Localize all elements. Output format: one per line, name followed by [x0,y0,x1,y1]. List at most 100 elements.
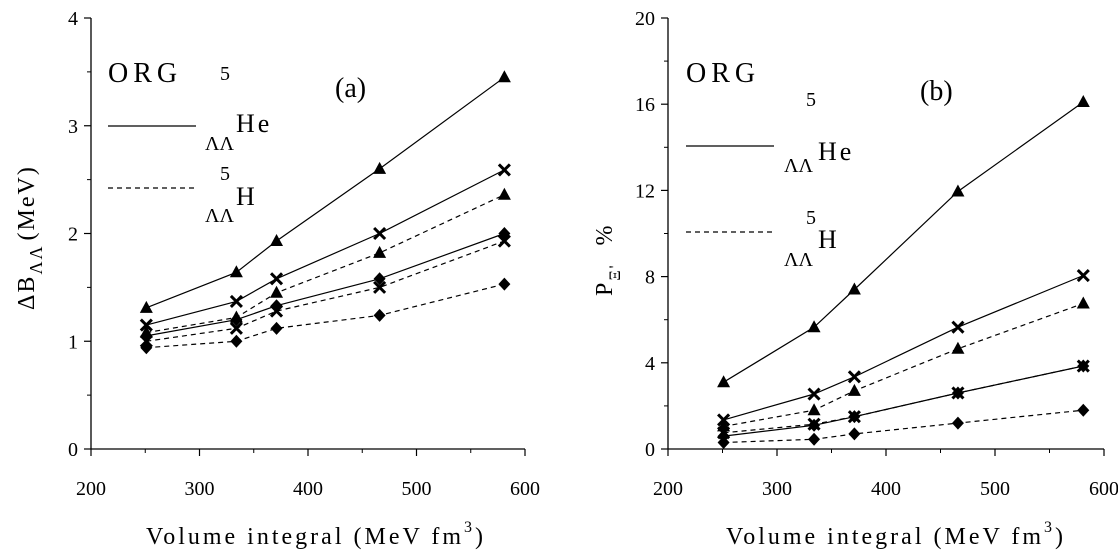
panel-b-model-label: ORG [686,58,760,89]
triangle-marker [139,325,153,338]
cross-marker [807,417,821,431]
x-tick-label: 300 [185,478,215,500]
panel-a-axes [84,17,526,456]
y-tick-label: 4 [645,353,655,375]
y-tick-label: 2 [68,224,78,246]
diamond-marker [140,341,153,355]
series-line-solid-diamond [146,232,505,337]
cross-marker [269,272,284,286]
chart-panel-b: 200 300 400 500 600 0 4 8 12 16 20 (b) ORG 5 ΛΛ He… [592,8,1118,550]
y-axis-title: ΔBΛΛ(MeV) [14,165,46,310]
series-line-solid-triangle [146,76,505,309]
panel-b-axes [661,17,1105,456]
y-tick-label: 3 [68,116,78,138]
legend-sup: 5 [220,63,230,85]
triangle-marker [1076,95,1090,108]
triangle-marker [373,245,387,258]
series-line-solid-triangle [723,101,1084,383]
y-tick-label: 20 [635,8,655,30]
triangle-marker [807,320,821,333]
panel-b-legend: 5 ΛΛ He 5 ΛΛ H [686,89,854,271]
y-tick-label: 12 [635,180,655,202]
diamond-marker [498,277,511,291]
x-tick-label: 600 [510,478,540,500]
x-tick-label: 400 [871,478,901,500]
y-tick-label: 1 [68,331,78,353]
panel-a-series [139,70,511,355]
y-tick-label: 16 [635,94,655,116]
triangle-marker [807,403,821,416]
series-line-dashed-cross [723,365,1084,434]
series-line-dashed-diamond [146,283,505,349]
y-axis-title: PΞ'% [592,223,624,296]
triangle-marker [373,161,387,174]
cross-marker [229,294,243,308]
triangle-marker [270,285,284,298]
diamond-marker [951,416,964,430]
series-line-dashed-triangle [146,194,505,334]
cross-marker [373,226,387,241]
x-tick-label: 200 [653,478,683,500]
legend-sub: ΛΛ [784,249,814,271]
cross-marker [807,387,821,401]
triangle-marker [717,375,731,388]
cross-marker [269,304,284,318]
triangle-marker [229,265,243,278]
cross-marker [847,370,861,384]
y-tick-label: 0 [68,439,78,461]
cross-marker [951,320,965,334]
panel-b-tag: (b) [920,76,953,107]
legend-sup: 5 [806,89,816,111]
legend-label-h: H [818,225,837,254]
series-line-dashed-diamond [723,409,1084,444]
series-line-solid-diamond [723,365,1084,437]
cross-marker [373,280,387,294]
triangle-marker [497,70,511,83]
triangle-marker [847,282,861,295]
cross-marker [717,426,731,440]
triangle-marker [229,310,243,323]
diamond-marker [808,432,821,446]
chart-panel-a: 200 300 400 500 600 0 1 2 3 4 (a) ORG 5 ΛΛ He 5 Λ… [14,8,540,550]
legend-sup: 5 [806,207,816,229]
triangle-marker [497,187,511,200]
x-tick-label: 600 [1089,478,1118,500]
series-line-dashed-triangle [723,302,1084,427]
y-tick-label: 8 [645,267,655,289]
y-tick-label: 0 [645,439,655,461]
diamond-marker [230,334,243,348]
cross-marker [497,163,511,177]
x-tick-label: 300 [762,478,792,500]
diamond-marker [717,436,730,450]
cross-marker [229,321,243,335]
triangle-marker [951,341,965,354]
diamond-marker [373,272,386,286]
cross-marker [1076,268,1090,283]
diamond-marker [373,308,386,322]
diamond-marker [848,427,861,441]
cross-marker [847,410,861,424]
x-tick-label: 500 [980,478,1010,500]
x-tick-label: 400 [293,478,323,500]
panel-a-legend: 5 ΛΛ He 5 ΛΛ H [108,63,269,227]
x-axis-title: Volume integral (MeV fm3) [146,519,486,550]
legend-label-he: He [818,137,854,166]
panel-a-tag: (a) [335,73,366,104]
x-axis-title: Volume integral (MeV fm3) [726,519,1066,550]
x-tick-label: 500 [402,478,432,500]
triangle-marker [270,234,284,247]
legend-label-h: H [236,182,255,211]
diamond-marker [1077,403,1090,417]
triangle-marker [139,300,153,313]
triangle-marker [1076,296,1090,309]
legend-sup: 5 [220,163,230,185]
cross-marker [951,386,965,400]
triangle-marker [951,184,965,197]
cross-marker [497,234,511,248]
panel-a-model-label: ORG [108,58,182,89]
x-tick-label: 200 [76,478,106,500]
series-line-solid-cross [146,169,505,326]
legend-sub: ΛΛ [784,155,814,177]
series-line-solid-cross [723,274,1084,421]
